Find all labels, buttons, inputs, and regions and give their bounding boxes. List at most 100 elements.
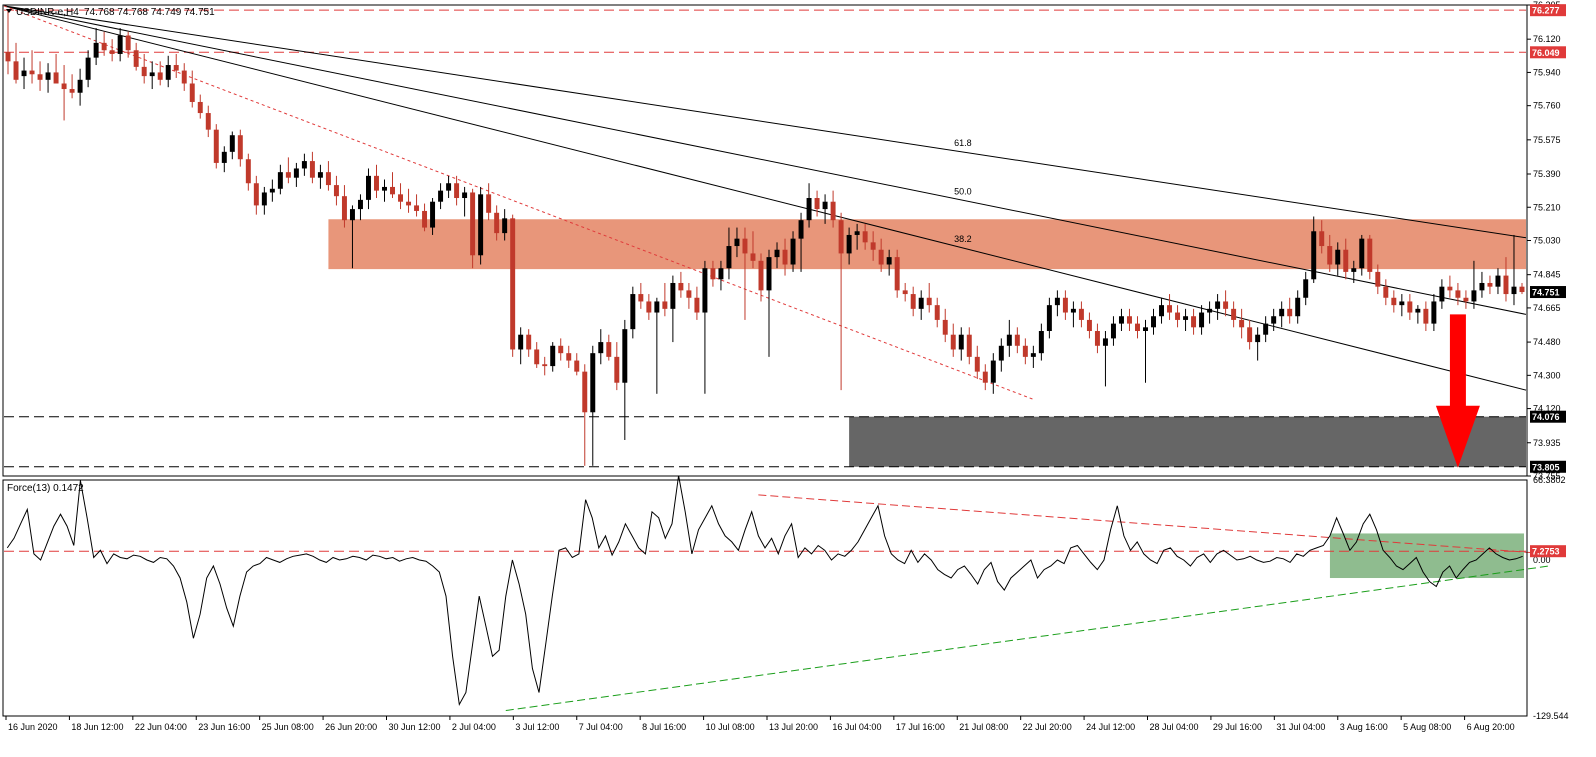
candle-body xyxy=(1239,319,1245,328)
level-price-label-bg xyxy=(1530,46,1566,59)
candle-body xyxy=(518,334,524,350)
candle-body xyxy=(958,334,964,350)
time-tick-label: 7 Jul 04:00 xyxy=(579,722,623,732)
candle-body xyxy=(1439,286,1445,302)
candle-body xyxy=(830,201,836,221)
candle-body xyxy=(950,334,956,350)
time-tick-label: 18 Jun 12:00 xyxy=(71,722,123,732)
candle-body xyxy=(1399,301,1405,306)
indicator-consolidation-zone xyxy=(1329,533,1524,579)
candle-body xyxy=(430,201,436,228)
candle-body xyxy=(1191,316,1197,328)
candle-body xyxy=(694,297,700,313)
candle-body xyxy=(782,249,788,265)
candle-body xyxy=(213,129,219,163)
candle-body xyxy=(301,161,307,169)
candle-body xyxy=(942,319,948,335)
candle-body xyxy=(1383,286,1389,298)
candle-body xyxy=(678,282,684,291)
candle-body xyxy=(1423,308,1429,324)
candle-body xyxy=(1159,305,1165,317)
price-tick-label: 74.845 xyxy=(1533,270,1561,280)
collapse-arrow-icon[interactable] xyxy=(6,9,12,13)
time-tick-label: 16 Jul 04:00 xyxy=(832,722,881,732)
candle-body xyxy=(357,199,363,210)
candle-body xyxy=(670,282,676,309)
current-price-label-bg xyxy=(1530,286,1566,299)
candle-body xyxy=(333,185,339,197)
time-tick-label: 6 Aug 20:00 xyxy=(1467,722,1515,732)
price-tick-label: 74.665 xyxy=(1533,303,1561,313)
candle-body xyxy=(149,72,155,77)
candle-body xyxy=(774,249,780,258)
price-tick-label: 75.575 xyxy=(1533,135,1561,145)
time-tick-label: 31 Jul 04:00 xyxy=(1276,722,1325,732)
candle-body xyxy=(1407,301,1413,313)
candle-body xyxy=(822,201,828,210)
time-tick-label: 26 Jun 20:00 xyxy=(325,722,377,732)
force-index-panel xyxy=(4,475,1550,712)
candle-body xyxy=(382,186,387,191)
candle-body xyxy=(1447,286,1453,291)
candle-body xyxy=(1479,282,1485,291)
candle-body xyxy=(550,345,556,367)
candle-body xyxy=(1078,308,1084,320)
candle-body xyxy=(1207,308,1213,313)
candle-body xyxy=(1038,331,1044,354)
candle-body xyxy=(221,151,227,163)
level-price-label: 76.277 xyxy=(1532,6,1560,16)
price-tick-label: 74.480 xyxy=(1533,337,1561,347)
candle-body xyxy=(742,238,748,254)
candle-body xyxy=(1070,308,1076,313)
descending-channel-line xyxy=(3,5,1034,400)
price-tick-label: 74.300 xyxy=(1533,370,1561,380)
candle-body xyxy=(53,72,59,84)
candle-body xyxy=(1014,334,1020,346)
candle-body xyxy=(934,305,940,320)
candle-body xyxy=(982,371,988,383)
candle-body xyxy=(141,66,147,77)
indicator-tick-label: 66.3802 xyxy=(1533,475,1566,485)
candle-body xyxy=(117,35,123,54)
candle-body xyxy=(558,345,564,354)
candle-body xyxy=(1487,282,1493,287)
candle-body xyxy=(1062,297,1068,313)
candle-body xyxy=(253,183,259,206)
candle-body xyxy=(446,183,452,191)
candle-body xyxy=(1431,301,1437,324)
candle-body xyxy=(1255,334,1261,343)
candle-body xyxy=(181,70,187,84)
candle-body xyxy=(1022,345,1028,357)
candle-body xyxy=(1183,316,1189,320)
candle-body xyxy=(1118,316,1124,324)
candle-body xyxy=(582,371,588,413)
candle-body xyxy=(269,188,275,193)
fib-fan-label: 61.8 xyxy=(954,138,972,148)
candle-body xyxy=(910,294,916,309)
candle-body xyxy=(870,242,876,250)
candle-body xyxy=(1359,238,1365,269)
candle-body xyxy=(1303,279,1309,298)
candle-body xyxy=(598,342,604,354)
price-tick-label: 75.760 xyxy=(1533,101,1561,111)
candle-body xyxy=(309,161,315,178)
candle-body xyxy=(1151,316,1156,328)
level-price-label-bg xyxy=(1530,410,1566,423)
candle-body xyxy=(1271,316,1277,324)
candle-body xyxy=(365,175,371,200)
price-tick-label: 74.120 xyxy=(1533,404,1561,414)
candle-body xyxy=(245,159,251,184)
candle-body xyxy=(606,342,612,357)
candle-body xyxy=(1086,319,1092,332)
candle-body xyxy=(1247,327,1253,343)
candle-body xyxy=(1519,286,1525,293)
level-price-label: 74.076 xyxy=(1532,412,1560,422)
price-tick-label: 75.940 xyxy=(1533,67,1561,77)
time-tick-label: 22 Jul 20:00 xyxy=(1023,722,1072,732)
header-overlay: USDINR-e,H4 74.768 74.768 74.749 74.751 … xyxy=(6,7,215,494)
candle-body xyxy=(133,50,139,67)
level-price-label-bg xyxy=(1530,4,1566,17)
candle-body xyxy=(998,345,1004,361)
candle-body xyxy=(854,231,860,235)
time-tick-label: 16 Jun 2020 xyxy=(8,722,58,732)
